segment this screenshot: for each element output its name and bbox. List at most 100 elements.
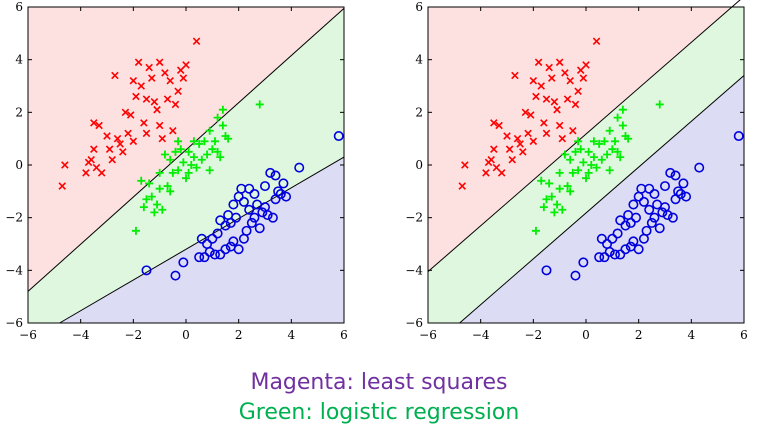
blue-circle-point bbox=[641, 225, 652, 236]
red-cross-point bbox=[574, 87, 582, 96]
blue-circle-point bbox=[628, 236, 639, 247]
green-plus-point bbox=[213, 113, 222, 122]
red-cross-point bbox=[548, 74, 556, 82]
green-plus-point bbox=[610, 137, 619, 146]
red-cross-point bbox=[166, 76, 174, 85]
red-cross-point bbox=[132, 92, 140, 101]
blue-circle-point bbox=[594, 252, 605, 263]
blue-circle-point bbox=[275, 188, 286, 199]
green-plus-point bbox=[184, 147, 193, 156]
blue-circle-point bbox=[281, 191, 292, 202]
green-plus-point bbox=[597, 155, 606, 164]
blue-circle-point bbox=[267, 212, 278, 223]
blue-circle-point bbox=[215, 215, 226, 226]
blue-circle-point bbox=[262, 210, 273, 221]
y-tick-label: 6 bbox=[15, 0, 23, 14]
blue-circle-point bbox=[220, 220, 231, 231]
blue-circle-point bbox=[228, 236, 239, 247]
blue-circle-point bbox=[238, 196, 249, 207]
green-plus-point bbox=[163, 182, 172, 191]
x-tick-label: 0 bbox=[582, 328, 590, 342]
blue-circle-point bbox=[257, 207, 268, 218]
blue-circle-point bbox=[662, 210, 673, 221]
green-plus-point bbox=[542, 195, 551, 204]
blue-circle-point bbox=[244, 204, 255, 215]
red-cross-point bbox=[169, 127, 177, 135]
green-plus-point bbox=[613, 113, 622, 122]
blue-circle-point bbox=[620, 220, 631, 231]
red-cross-point bbox=[537, 82, 545, 90]
blue-circle-point bbox=[254, 223, 265, 234]
green-plus-point bbox=[582, 174, 590, 183]
y-tick-label: 0 bbox=[15, 158, 23, 172]
red-cross-point bbox=[119, 148, 127, 156]
green-plus-point bbox=[537, 176, 546, 185]
red-cross-point bbox=[163, 95, 172, 103]
green-plus-point bbox=[174, 137, 183, 146]
blue-circle-point bbox=[620, 244, 631, 255]
green-plus-point bbox=[618, 105, 627, 114]
green-plus-point bbox=[218, 121, 227, 130]
blue-circle-point bbox=[609, 249, 620, 260]
blue-circle-point bbox=[657, 207, 668, 218]
green-plus-point bbox=[166, 187, 175, 196]
decision-boundary-1 bbox=[427, 0, 741, 273]
caption-logistic-regression: Green: logistic regression bbox=[238, 400, 520, 425]
red-cross-point bbox=[555, 121, 564, 130]
y-tick-label: 6 bbox=[415, 0, 423, 14]
y-tick-label: 0 bbox=[415, 158, 423, 172]
blue-circle-point bbox=[667, 212, 678, 223]
red-cross-point bbox=[153, 105, 161, 114]
x-tick-label: −4 bbox=[72, 328, 90, 342]
green-plus-point bbox=[600, 137, 609, 146]
y-tick-label: 2 bbox=[415, 105, 423, 119]
y-tick-label: −2 bbox=[405, 211, 423, 225]
x-tick-label: −2 bbox=[124, 328, 142, 342]
red-cross-point bbox=[497, 169, 506, 177]
x-tick-label: 6 bbox=[740, 328, 748, 342]
green-plus-point bbox=[547, 192, 556, 201]
green-plus-point bbox=[176, 145, 185, 154]
blue-circle-point bbox=[249, 212, 260, 223]
red-cross-point bbox=[150, 98, 159, 106]
y-tick-label: 2 bbox=[15, 105, 23, 119]
red-cross-point bbox=[571, 100, 580, 109]
green-plus-point bbox=[605, 166, 614, 175]
blue-circle-point bbox=[241, 225, 252, 236]
y-tick-label: −4 bbox=[5, 263, 23, 277]
green-plus-point bbox=[195, 139, 204, 148]
blue-circle-point bbox=[625, 217, 636, 228]
blue-circle-point bbox=[659, 181, 670, 192]
red-cross-point bbox=[490, 145, 498, 153]
blue-circle-point bbox=[733, 131, 744, 142]
blue-circle-point bbox=[215, 249, 226, 260]
green-plus-point bbox=[189, 153, 198, 162]
red-cross-point bbox=[461, 161, 469, 169]
caption-least-squares: Magenta: least squares bbox=[250, 370, 508, 395]
red-cross-point bbox=[505, 145, 514, 153]
red-cross-point bbox=[179, 74, 188, 82]
y-tick-label: −2 bbox=[5, 211, 23, 225]
blue-circle-point bbox=[209, 249, 220, 260]
y-tick-label: −6 bbox=[5, 316, 23, 330]
green-plus-point bbox=[213, 147, 222, 156]
green-plus-point bbox=[218, 105, 227, 114]
red-cross-point bbox=[116, 140, 124, 148]
red-cross-point bbox=[161, 69, 169, 77]
blue-circle-point bbox=[265, 167, 276, 178]
red-cross-point bbox=[137, 82, 145, 90]
green-plus-point bbox=[210, 137, 219, 146]
blue-circle-point bbox=[246, 217, 257, 228]
green-plus-point bbox=[147, 192, 156, 201]
red-cross-point bbox=[534, 58, 543, 67]
blue-circle-point bbox=[644, 204, 655, 215]
blue-circle-point bbox=[578, 257, 589, 268]
green-plus-point bbox=[624, 134, 633, 143]
red-cross-point bbox=[542, 95, 551, 103]
x-tick-label: −6 bbox=[19, 328, 37, 342]
blue-circle-point bbox=[612, 228, 623, 239]
green-plus-point bbox=[187, 161, 196, 169]
blue-circle-point bbox=[225, 217, 236, 228]
blue-circle-point bbox=[694, 162, 705, 173]
x-tick-label: 0 bbox=[182, 328, 190, 342]
